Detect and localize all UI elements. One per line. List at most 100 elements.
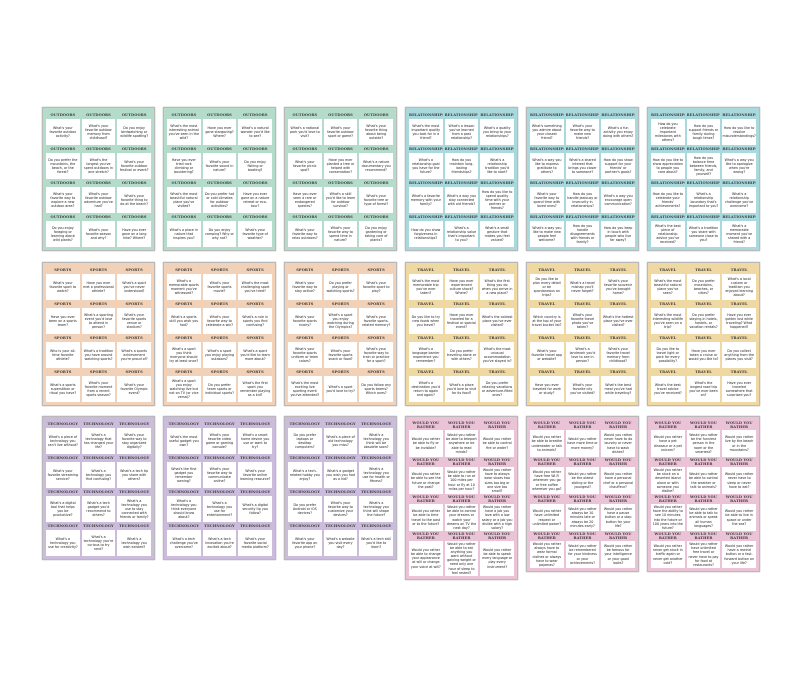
question-card: TRAVEL Do you prefer mountains, beaches, … <box>686 266 721 300</box>
card-category-label: SPORTS <box>246 302 264 306</box>
card-category-label: WOULD YOU RATHER <box>569 494 596 504</box>
card-question-text: Do you enjoy gardening or taking care of… <box>359 221 393 247</box>
card-question-text: What's a website you visit every day? <box>323 530 358 556</box>
card-category-label: RELATIONSHIPS <box>722 147 756 151</box>
card-question-text: What's a quality you bring to your relat… <box>480 119 514 145</box>
card-category-label: TECHNOLOGY <box>118 456 150 460</box>
question-card: TECHNOLOGY What's your favorite streaming… <box>46 454 80 488</box>
card-category-label: RELATIONSHIPS <box>565 181 600 185</box>
question-card: RELATIONSHIPS How do you support friends … <box>686 111 721 145</box>
question-card: SPORTS What's a sport you'd love to try? <box>323 368 358 402</box>
card-category-label: RELATIONSHIPS <box>601 113 635 117</box>
question-card: SPORTS What's a sport you'd like to learn… <box>238 334 272 368</box>
card-question-text: Would you rather be able to eat anything… <box>444 541 479 576</box>
card-category-label: RELATIONSHIPS <box>601 215 635 219</box>
card-category-label: TECHNOLOGY <box>239 422 271 426</box>
card-category-label: TRAVEL <box>609 370 627 374</box>
card-category-label: SPORTS <box>175 370 193 374</box>
card-category-label: SPORTS <box>210 302 229 306</box>
card-question-text: What's your favorite outdoor memory from… <box>81 119 116 145</box>
card-question-text: Would you rather be able to see the futu… <box>409 467 443 494</box>
question-card: OUTDOORS Do you enjoy birdwatching or wil… <box>117 111 151 145</box>
card-question-text: How do you handle jealousy or insecurity… <box>565 187 600 213</box>
card-question-text: What's a sport you'd love to try? <box>323 376 358 402</box>
card-question-text: What's the most unusual accommodation yo… <box>480 342 514 368</box>
question-card: WOULD YOU RATHER Would you rather have fr… <box>530 457 564 494</box>
card-category-label: WOULD YOU RATHER <box>412 457 440 467</box>
card-question-text: What's your favorite city you've visited… <box>565 376 600 402</box>
card-sheet-would-you-rather: WOULD YOU RATHER Would you rather have a … <box>647 416 760 572</box>
question-card: RELATIONSHIPS How do you maintain long-la… <box>444 145 479 179</box>
card-question-text: What's a sport you've never understood? <box>117 274 151 300</box>
card-question-text: What's a way you encourage open communic… <box>601 187 635 213</box>
question-card: TECHNOLOGY What's a tech gadget you'd rec… <box>81 488 116 522</box>
card-question-text: Do you follow any sports teams? Which on… <box>359 376 393 402</box>
card-category-label: RELATIONSHIPS <box>565 147 600 151</box>
card-sheet-technology: TECHNOLOGY What's the most useful gadget … <box>163 416 276 560</box>
card-question-text: Would you rather have the ability to see… <box>651 504 685 531</box>
card-category-label: TECHNOLOGY <box>47 490 79 494</box>
question-card: TECHNOLOGY What's your favorite way to cu… <box>323 488 358 522</box>
card-question-text: What's your favorite social media platfo… <box>238 530 272 556</box>
card-question-text: What's the most useful gadget you own? <box>167 428 201 454</box>
card-question-text: What's your favorite picnic spot? <box>288 153 322 179</box>
card-category-label: TRAVEL <box>574 336 591 340</box>
card-question-text: What's your favorite sports snack or foo… <box>323 342 358 368</box>
card-question-text: What's a natural wonder you'd like to se… <box>238 119 272 145</box>
question-card: RELATIONSHIPS How do you keep in touch wi… <box>601 213 635 247</box>
card-question-text: What's a sport you think everyone should… <box>167 342 201 368</box>
question-card: TRAVEL Have you ever traveled somewhere t… <box>722 368 756 402</box>
card-category-label: OUTDOORS <box>363 147 389 151</box>
card-sheet-outdoors: OUTDOORS What's your favorite outdoor act… <box>42 107 155 251</box>
card-category-label: OUTDOORS <box>86 113 111 117</box>
card-question-text: What's your favorite way to customize yo… <box>323 496 358 522</box>
card-category-label: TRAVEL <box>417 336 435 340</box>
card-question-text: What's a way you like to apologize when … <box>722 153 756 179</box>
question-card: TECHNOLOGY What's your favorite online le… <box>238 454 272 488</box>
question-card: OUTDOORS What's your favorite type of wea… <box>238 213 272 247</box>
question-card: OUTDOORS What's your favorite thing about… <box>359 111 393 145</box>
question-card: TRAVEL What's your favorite travel photo … <box>565 300 600 334</box>
card-question-text: What's your favorite moment from a recen… <box>81 376 116 402</box>
card-category-label: OUTDOORS <box>207 147 232 151</box>
question-card: OUTDOORS Have you ever planted a tree or … <box>323 145 358 179</box>
card-question-text: Do you prefer relaxing vacations or adve… <box>480 376 514 402</box>
card-category-label: TECHNOLOGY <box>289 456 321 460</box>
question-card: SPORTS What's the most exciting live spor… <box>288 368 322 402</box>
card-category-label: RELATIONSHIPS <box>530 181 564 185</box>
card-category-label: TRAVEL <box>488 302 506 306</box>
card-category-label: SPORTS <box>175 336 193 340</box>
question-card: TECHNOLOGY What's a gadget you wish you h… <box>323 454 358 488</box>
card-category-label: TECHNOLOGY <box>360 490 392 494</box>
question-card: TECHNOLOGY Do you prefer Android or iOS d… <box>288 488 322 522</box>
card-category-label: SPORTS <box>210 370 229 374</box>
card-question-text: Have you ever taken a cruise or would yo… <box>686 342 721 368</box>
card-category-label: RELATIONSHIPS <box>530 215 564 219</box>
question-card: RELATIONSHIPS What's a relationship chall… <box>722 179 756 213</box>
card-category-label: OUTDOORS <box>171 215 197 219</box>
card-question-text: What's your favorite app on your phone? <box>288 530 322 556</box>
question-card: TRAVEL Do you like to travel light or pac… <box>651 334 685 368</box>
question-card: TECHNOLOGY Do you prefer laptops or deskt… <box>288 420 322 454</box>
card-category-label: SPORTS <box>125 370 143 374</box>
card-category-label: OUTDOORS <box>50 181 76 185</box>
question-card: WOULD YOU RATHER Would you rather never h… <box>722 457 756 494</box>
card-category-label: TECHNOLOGY <box>325 524 356 528</box>
card-question-text: Would you rather be able to change your … <box>409 541 443 576</box>
question-card: OUTDOORS Do you enjoy camping? Why or why… <box>202 213 237 247</box>
card-category-label: OUTDOORS <box>242 215 268 219</box>
card-category-label: TRAVEL <box>453 370 470 374</box>
card-question-text: What's your favorite thing about being o… <box>359 119 393 145</box>
question-card: SPORTS What's your favorite sports movie? <box>202 266 237 300</box>
card-category-label: WOULD YOU RATHER <box>654 457 682 467</box>
question-card: SPORTS What's a sports achievement you're… <box>117 334 151 368</box>
card-question-text: What's a favorite memory with your famil… <box>409 187 443 213</box>
question-card: OUTDOORS What's your favorite sound in na… <box>202 145 237 179</box>
question-card: RELATIONSHIPS What's your favorite way to… <box>565 111 600 145</box>
card-category-label: RELATIONSHIPS <box>601 147 635 151</box>
card-category-label: TECHNOLOGY <box>168 490 200 494</box>
card-category-label: SPORTS <box>175 302 193 306</box>
question-card: TRAVEL What's the most unusual accommodat… <box>480 334 514 368</box>
card-category-label: TECHNOLOGY <box>83 490 114 494</box>
card-question-text: What's the first sport you remember play… <box>238 376 272 402</box>
